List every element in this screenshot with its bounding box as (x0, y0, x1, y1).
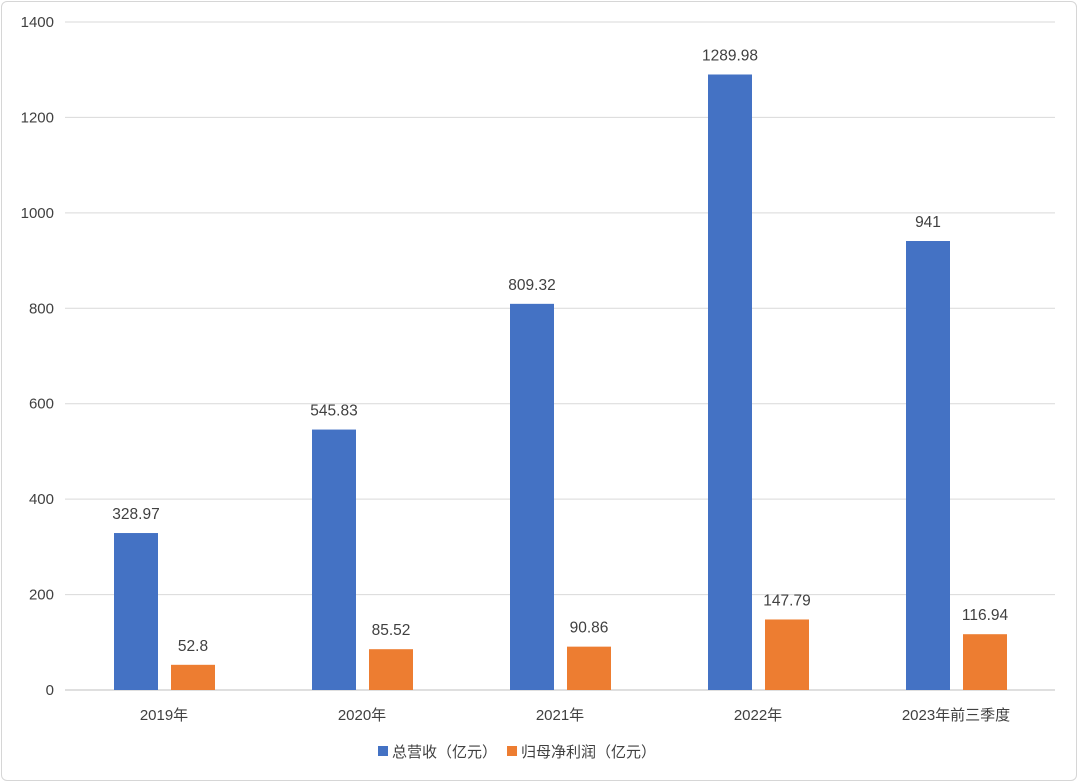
x-tick-label: 2020年 (338, 707, 386, 724)
x-tick-label: 2022年 (734, 707, 782, 724)
data-label: 545.83 (310, 403, 357, 420)
x-tick-label: 2021年 (536, 707, 584, 724)
legend-label: 归母净利润（亿元） (521, 744, 656, 761)
data-label: 328.97 (112, 506, 159, 523)
bar-net-profit (963, 634, 1007, 690)
x-tick-label: 2023年前三季度 (902, 707, 1010, 724)
legend-label: 总营收（亿元） (392, 744, 497, 761)
bar-revenue (114, 533, 158, 690)
y-tick-label: 800 (29, 300, 54, 317)
y-tick-label: 0 (46, 682, 54, 699)
data-label: 941 (915, 214, 941, 231)
bar-revenue (312, 429, 356, 690)
bar-revenue (510, 303, 554, 690)
data-label: 85.52 (372, 622, 411, 639)
bar-revenue (906, 241, 950, 690)
data-label: 1289.98 (702, 47, 758, 64)
x-tick-label: 2019年 (140, 707, 188, 724)
bar-net-profit (369, 649, 413, 690)
y-tick-label: 1200 (21, 109, 54, 126)
data-label: 52.8 (178, 638, 208, 655)
y-tick-label: 1400 (21, 14, 54, 31)
legend-swatch (507, 746, 518, 756)
bar-net-profit (765, 619, 809, 690)
y-tick-label: 1000 (21, 205, 54, 222)
data-label: 116.94 (962, 607, 1009, 624)
data-label: 147.79 (763, 592, 810, 609)
y-tick-label: 400 (29, 491, 54, 508)
data-label: 809.32 (508, 277, 555, 294)
y-tick-label: 200 (29, 587, 54, 604)
bar-net-profit (567, 646, 611, 690)
data-label: 90.86 (570, 620, 609, 637)
bar-revenue (708, 74, 752, 691)
legend-swatch (378, 746, 388, 756)
y-tick-label: 600 (29, 396, 54, 413)
bar-net-profit (171, 664, 215, 690)
